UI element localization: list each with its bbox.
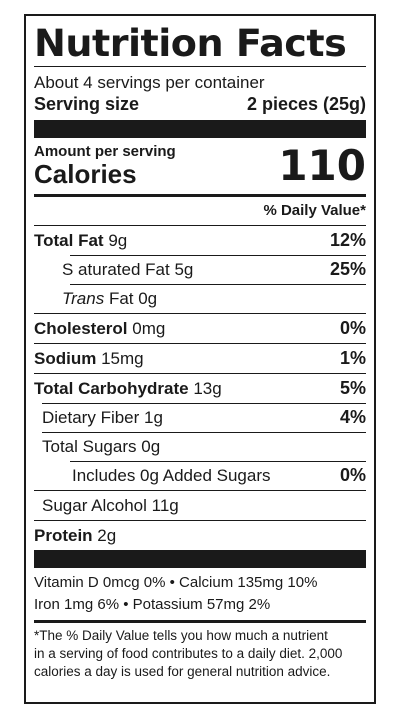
footnote-line: in a serving of food contributes to a da… [34,646,343,661]
nutrient-name: S aturated Fat [62,259,170,279]
label-title: Nutrition Facts [34,22,347,65]
vitamin-line: Vitamin D 0mcg 0% • Calcium 135mg 10% [34,574,318,591]
nutrient-name: Dietary Fiber [42,407,140,427]
nutrient-amount: 5g [174,259,194,279]
medium-divider [34,620,366,623]
serving-size-row: Serving size 2 pieces (25g) [34,93,366,115]
thick-divider [34,550,366,568]
nutrient-dv: 12% [329,230,366,250]
nutrient-amount: 15mg [101,348,144,368]
nutrient-dv: 0% [339,465,366,485]
nutrient-row-cholesterol: Cholesterol 0mg 0% [34,313,366,343]
serving-size-value: 2 pieces (25g) [246,94,366,114]
medium-divider [34,194,366,197]
vitamins-minerals: Vitamin D 0mcg 0% • Calcium 135mg 10% Ir… [34,568,366,620]
nutrient-name: Sugar Alcohol [42,495,147,515]
nutrient-dv: 5% [339,378,366,398]
nutrient-name: Total Fat [34,230,104,250]
nutrient-name: Cholesterol [34,318,128,338]
nutrient-name: Trans [62,288,105,308]
serving-size-label: Serving size [34,94,140,114]
nutrient-amount: 11g [151,495,179,515]
nutrient-name: Total Sugars [42,436,137,456]
nutrient-row-total-carbohydrate: Total Carbohydrate 13g 5% [34,373,366,403]
footnote-line: calories a day is used for general nutri… [34,664,331,679]
nutrient-amount: 9g [108,230,128,250]
nutrient-amount: 13g [193,378,222,398]
nutrient-name: Includes 0g Added Sugars [72,465,271,485]
servings-per-container: About 4 servings per container [34,73,265,92]
footnote-line: *The % Daily Value tells you how much a … [34,628,328,643]
nutrient-row-trans-fat: Trans Fat 0g [34,284,366,313]
nutrient-row-added-sugars: Includes 0g Added Sugars 0% [34,461,366,490]
nutrition-facts-label: Nutrition Facts About 4 servings per con… [24,14,376,704]
nutrient-row-total-fat: Total Fat 9g 12% [34,225,366,255]
nutrient-amount: 0mg [132,318,166,338]
nutrient-name: Sodium [34,348,97,368]
divider [34,66,366,67]
nutrient-dv: 0% [339,318,366,338]
nutrient-row-saturated-fat: S aturated Fat 5g 25% [34,255,366,284]
calories-label: Calories [34,159,137,189]
vitamin-line: Iron 1mg 6% • Potassium 57mg 2% [34,596,271,613]
amount-per-serving: Amount per serving [34,143,176,160]
daily-value-header: % Daily Value* [263,202,366,219]
nutrient-name: Protein [34,525,93,545]
nutrient-name: Total Carbohydrate [34,378,189,398]
nutrient-amount: Fat 0g [108,288,158,308]
calories-block: Amount per serving Calories 110 [34,138,366,194]
nutrient-amount: 0g [141,436,161,456]
nutrient-dv: 25% [329,259,366,279]
nutrient-amount: 1g [144,407,163,427]
nutrient-row-sodium: Sodium 15mg 1% [34,343,366,373]
nutrient-dv: 1% [339,348,366,368]
nutrient-row-dietary-fiber: Dietary Fiber 1g 4% [34,403,366,432]
daily-value-footnote: *The % Daily Value tells you how much a … [34,623,366,681]
nutrient-row-sugar-alcohol: Sugar Alcohol 11g [34,490,366,520]
nutrient-row-protein: Protein 2g [34,520,366,550]
calories-value: 110 [278,141,366,190]
nutrient-dv: 4% [339,407,366,427]
nutrient-amount: 2g [97,525,117,545]
nutrient-row-total-sugars: Total Sugars 0g [34,432,366,461]
thick-divider [34,120,366,138]
